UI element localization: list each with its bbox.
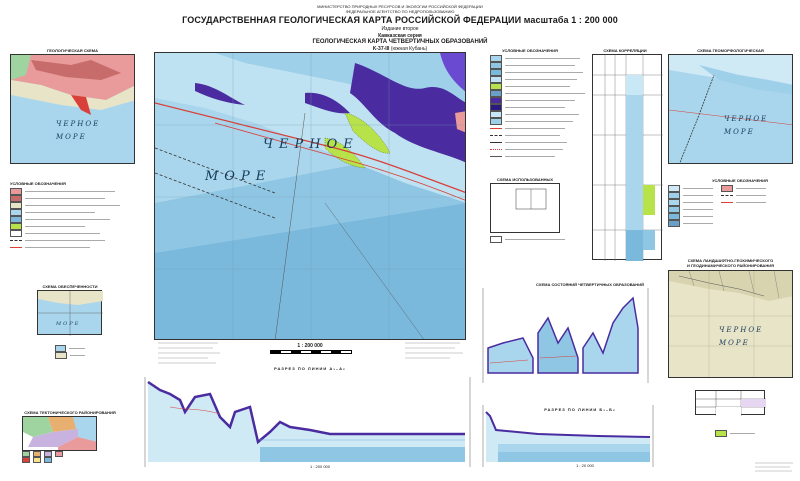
left-legend-row	[10, 216, 135, 223]
footer-credits	[755, 460, 795, 476]
center-legend-row	[490, 111, 590, 118]
main-map-scale: 1 : 200 000	[297, 343, 323, 349]
legend-swatch	[10, 223, 22, 230]
classification-legend	[715, 430, 765, 437]
geologic-scheme-svg	[11, 55, 134, 163]
left-legend-row	[10, 230, 135, 237]
scale-bar	[270, 350, 352, 354]
geologic-scheme-title: ГЕОЛОГИЧЕСКАЯ СХЕМА	[47, 48, 98, 53]
sea-name-word-1: ЧЕРНОЕ	[263, 137, 359, 152]
geologic-scheme-map[interactable]: ЧЕРНОЕ МОРЕ	[10, 54, 135, 164]
center-legend	[490, 55, 590, 160]
geomorphology-map[interactable]: ЧЕРНОЕ МОРЕ	[668, 54, 793, 164]
ministry-line-1: МИНИСТЕРСТВО ПРИРОДНЫХ РЕСУРСОВ И ЭКОЛОГ…	[317, 4, 483, 9]
legend-swatch	[10, 216, 22, 223]
series-label: Кавказская серия	[378, 33, 422, 39]
landscape-geochemical-map[interactable]: ЧЕРНОЕ МОРЕ	[668, 270, 793, 378]
center-legend-row	[490, 55, 590, 62]
legend-swatch	[10, 188, 22, 195]
tectonic-legend	[22, 451, 102, 463]
sheet-code: K-37-III	[372, 46, 390, 52]
geomorphology-sea-2: МОРЕ	[724, 128, 755, 136]
legend-swatch	[10, 209, 22, 216]
left-legend-row	[10, 244, 135, 251]
sheet-name: (южная Кубань)	[390, 46, 428, 52]
right-top-title: СХЕМА ГЕОМОРФОЛОГИЧЕСКАЯ	[697, 48, 764, 53]
left-legend-row	[10, 195, 135, 202]
center-legend-row	[490, 132, 590, 139]
small-scheme-map[interactable]: МОРЕ	[37, 290, 103, 336]
credits-block-right	[405, 340, 465, 370]
sea-name-word-2: МОРЕ	[205, 169, 272, 184]
center-legend-row	[490, 76, 590, 83]
sheet-label: K-37-III (южная Кубань)	[340, 46, 460, 52]
section-1-title: РАЗРЕЗ ПО ЛИНИИ А₁–А₂	[274, 366, 346, 371]
legend-swatch	[10, 202, 22, 209]
right-bottom-title-1: СХЕМА ЛАНДШАФТНО-ГЕОХИМИЧЕСКОГО	[687, 258, 774, 263]
center-legend-row	[490, 97, 590, 104]
section-2-title: РАЗРЕЗ ПО ЛИНИИ Б₁–Б₂	[544, 407, 616, 412]
center-legend-row	[490, 69, 590, 76]
center-legend-row	[490, 139, 590, 146]
center-legend-row	[490, 83, 590, 90]
landscape-sea-2: МОРЕ	[719, 339, 750, 347]
small-map-sea: МОРЕ	[56, 321, 81, 327]
section-1-profile[interactable]	[140, 372, 475, 472]
credits-block-left	[158, 340, 228, 370]
center-legend-row	[490, 118, 590, 125]
section-2-scale: 1 : 20 000	[576, 463, 594, 468]
inset-legend	[490, 236, 580, 243]
legend-swatch	[10, 230, 22, 237]
main-map-svg	[155, 53, 465, 339]
correlation-title: СХЕМА СОСТОЯНИЙ ЧЕТВЕРТИЧНЫХ ОБРАЗОВАНИЙ	[536, 282, 644, 287]
landscape-sea-1: ЧЕРНОЕ	[719, 326, 764, 334]
left-legend-row	[10, 188, 135, 195]
map-title: ГЕОЛОГИЧЕСКАЯ КАРТА ЧЕТВЕРТИЧНЫХ ОБРАЗОВ…	[312, 39, 488, 45]
left-legend-row	[10, 223, 135, 230]
center-legend-row	[490, 153, 590, 160]
classification-table	[695, 390, 766, 416]
left-legend	[10, 188, 135, 251]
center-legend-row	[490, 104, 590, 111]
center-legend-row	[490, 125, 590, 132]
small-map-legend	[55, 345, 85, 359]
ministry-line-2: ФЕДЕРАЛЬНОЕ АГЕНТСТВО ПО НЕДРОПОЛЬЗОВАНИ…	[345, 9, 455, 14]
left-legend-title: УСЛОВНЫЕ ОБОЗНАЧЕНИЯ	[10, 181, 66, 186]
center-legend-row	[490, 62, 590, 69]
tectonic-title: СХЕМА ТЕКТОНИЧЕСКОГО РАЙОНИРОВАНИЯ	[24, 410, 116, 415]
main-geological-map[interactable]: ЧЕРНОЕ МОРЕ	[154, 52, 466, 340]
geologic-scheme-sea-2: МОРЕ	[56, 133, 87, 141]
right-mid-legend	[668, 185, 793, 227]
legend-swatch	[10, 195, 22, 202]
center-legend-row	[490, 90, 590, 97]
right-bottom-title-2: И ГЕОДИНАМИЧЕСКОГО РАЙОНИРОВАНИЯ	[687, 263, 774, 268]
map-series-title: ГОСУДАРСТВЕННАЯ ГЕОЛОГИЧЕСКАЯ КАРТА РОСС…	[182, 15, 618, 25]
left-legend-row	[10, 202, 135, 209]
geomorphology-sea-1: ЧЕРНОЕ	[724, 115, 769, 123]
section-2-profile[interactable]	[478, 402, 663, 472]
left-legend-row	[10, 209, 135, 216]
correlation-profiles[interactable]	[478, 288, 658, 383]
geologic-scheme-sea-1: ЧЕРНОЕ	[56, 120, 101, 128]
small-map-title: СХЕМА ОБЕСПЕЧЕННОСТИ	[42, 284, 98, 289]
inset-scheme[interactable]	[490, 183, 560, 233]
left-legend-row	[10, 237, 135, 244]
tectonic-scheme-map[interactable]	[22, 416, 97, 451]
center-legend-row	[490, 146, 590, 153]
edition-label: Издание второе	[381, 26, 419, 32]
right-mid-legend-title: УСЛОВНЫЕ ОБОЗНАЧЕНИЯ	[712, 178, 768, 183]
section-1-scale: 1 : 200 000	[309, 464, 331, 469]
center-legend-title: УСЛОВНЫЕ ОБОЗНАЧЕНИЯ	[502, 48, 558, 53]
stratigraphy-column[interactable]	[592, 54, 663, 261]
